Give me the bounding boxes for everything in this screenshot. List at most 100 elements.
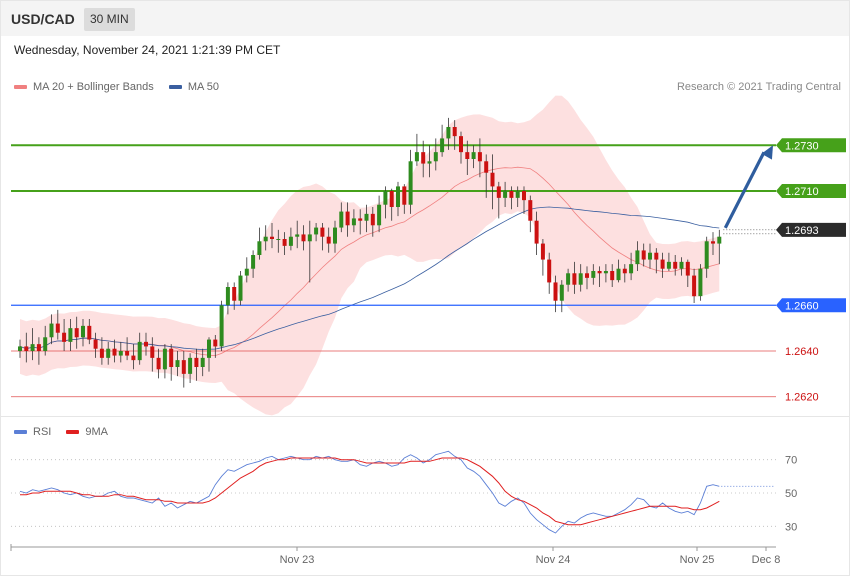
- candle-body: [30, 344, 35, 351]
- rsi-tick-label: 50: [785, 488, 797, 500]
- candle-body: [635, 250, 640, 265]
- resistance-tag: [776, 184, 846, 198]
- symbol-title: USD/CAD: [11, 11, 75, 27]
- panel-divider: [1, 416, 849, 417]
- level-label: 1.2730: [785, 140, 819, 152]
- candle-body: [43, 337, 48, 351]
- x-tick-label: Nov 23: [280, 554, 315, 566]
- price-legend: MA 20 + Bollinger Bands MA 50: [14, 81, 231, 93]
- candle-body: [654, 252, 659, 260]
- candle-body: [396, 186, 400, 207]
- candle-body: [194, 357, 199, 367]
- timestamp: Wednesday, November 24, 2021 1:21:39 PM …: [14, 43, 281, 57]
- candle-body: [515, 191, 520, 198]
- legend-label: RSI: [33, 426, 52, 438]
- candle-body: [282, 239, 287, 246]
- candle-body: [540, 243, 545, 260]
- candle-body: [333, 227, 337, 244]
- candle-body: [610, 271, 615, 281]
- candle-body: [68, 328, 73, 342]
- candle-body: [572, 273, 577, 285]
- candle-body: [440, 138, 445, 153]
- candle-body: [270, 236, 274, 239]
- candle-body: [137, 341, 142, 361]
- candle-body: [207, 339, 211, 358]
- candle-body: [244, 268, 249, 276]
- candle-body: [603, 271, 608, 274]
- candle-body: [251, 255, 256, 269]
- candle-body: [301, 234, 306, 242]
- timeframe-button[interactable]: 30 MIN: [84, 8, 135, 31]
- candle-body: [666, 261, 671, 269]
- candle-body: [522, 191, 526, 201]
- copyright-label: Research © 2021 Trading Central: [676, 81, 841, 93]
- candle-body: [326, 236, 331, 244]
- candle-body: [673, 261, 678, 269]
- candle-body: [547, 259, 552, 283]
- candle-body: [433, 152, 438, 162]
- candle-body: [629, 264, 634, 274]
- candle-body: [402, 186, 407, 205]
- chart-header: USD/CAD 30 MIN: [1, 1, 849, 36]
- candle-body: [131, 355, 136, 361]
- candle-body: [622, 268, 627, 274]
- candle-body: [93, 339, 98, 349]
- candle-body: [232, 287, 237, 301]
- candle-body: [692, 275, 697, 297]
- level-label: 1.2710: [785, 186, 819, 198]
- candle-body: [452, 127, 457, 137]
- candle-body: [446, 127, 451, 139]
- legend-swatch: [168, 85, 182, 90]
- legend-label: 9MA: [85, 426, 109, 438]
- candle-body: [81, 325, 85, 338]
- candle-body: [238, 275, 243, 301]
- candle-body: [717, 236, 722, 244]
- candle-body: [534, 220, 539, 244]
- candle-body: [213, 339, 218, 347]
- candle-body: [566, 273, 571, 285]
- candle-body: [62, 332, 67, 342]
- legend-item-rsi: RSI: [14, 426, 51, 438]
- x-tick-label: Nov 24: [536, 554, 571, 566]
- candle-body: [553, 282, 558, 301]
- candle-body: [295, 234, 300, 237]
- candle-body: [421, 152, 426, 164]
- level-label: 1.2693: [785, 225, 819, 237]
- candle-body: [99, 348, 104, 358]
- x-tick-label: Nov 25: [680, 554, 715, 566]
- candle-body: [24, 346, 29, 351]
- candle-body: [477, 152, 482, 162]
- candle-body: [200, 357, 205, 367]
- ma50-line: [19, 206, 720, 350]
- candle-body: [257, 241, 262, 255]
- pivot-tag: [776, 298, 846, 313]
- candle-body: [559, 284, 564, 301]
- bollinger-band: [20, 95, 720, 416]
- candle-body: [276, 239, 281, 240]
- candle-body: [704, 241, 709, 269]
- legend-item-bollinger: MA 20 + Bollinger Bands: [14, 81, 154, 93]
- candle-body: [36, 344, 41, 351]
- candle-body: [156, 357, 161, 370]
- candle-body: [578, 273, 583, 285]
- candle-body: [162, 348, 167, 370]
- candle-body: [18, 346, 22, 351]
- candle-body: [288, 236, 293, 246]
- candle-body: [597, 271, 602, 274]
- candle-body: [465, 152, 470, 159]
- candle-body: [49, 323, 54, 338]
- legend-swatch: [14, 85, 27, 90]
- legend-item-9ma: 9MA: [66, 426, 108, 438]
- candle-body: [314, 227, 319, 235]
- candle-body: [188, 357, 193, 374]
- candle-body: [490, 172, 495, 187]
- candle-body: [320, 227, 325, 237]
- candle-body: [370, 213, 375, 226]
- candle-body: [641, 250, 646, 260]
- rsi-tick-label: 70: [785, 455, 797, 467]
- candle-body: [55, 323, 60, 333]
- target-arrow: [723, 151, 766, 229]
- candle-body: [364, 213, 369, 221]
- candle-body: [459, 136, 463, 153]
